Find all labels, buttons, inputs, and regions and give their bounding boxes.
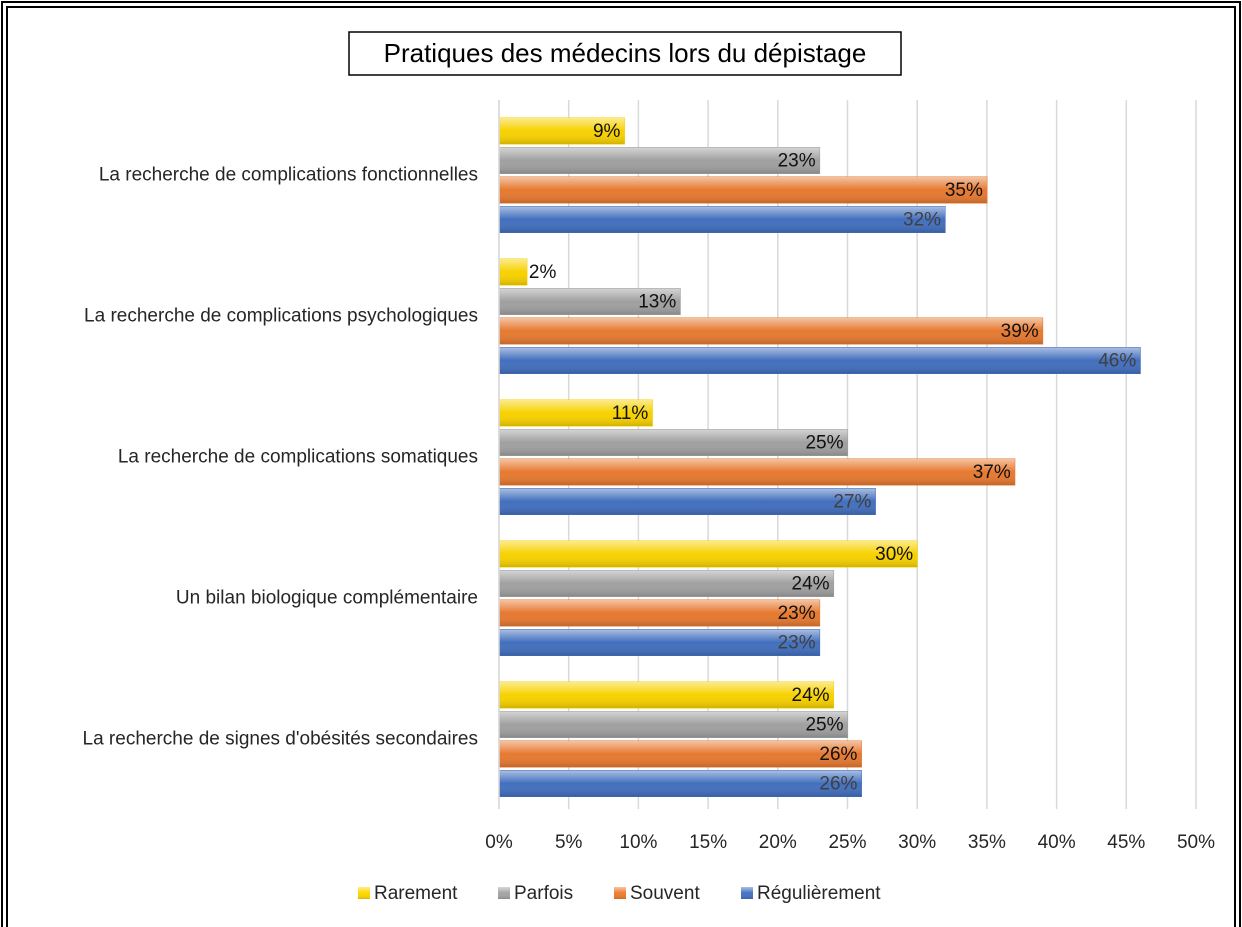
y-tick-label: La recherche de signes d'obésités second… (83, 728, 478, 749)
data-label: 13% (638, 292, 676, 313)
bar-shade (499, 206, 946, 233)
bar-shade (499, 318, 1043, 344)
data-label: 24% (792, 574, 830, 595)
data-label: 30% (875, 544, 913, 565)
data-label: 11% (612, 403, 649, 424)
x-tick-label: 50% (1177, 832, 1215, 853)
bar-shade (499, 177, 987, 203)
data-label: 23% (778, 151, 816, 172)
x-tick-label: 10% (619, 832, 657, 853)
data-label: 46% (1098, 351, 1136, 372)
bar-shade (499, 741, 862, 767)
data-label: 39% (1001, 321, 1039, 342)
legend-swatch-shade (614, 887, 626, 899)
x-tick-label: 40% (1038, 832, 1076, 853)
data-label: 26% (819, 774, 857, 795)
bar-shade (499, 541, 918, 567)
bar-shade (499, 288, 681, 315)
bar-shade (499, 711, 848, 738)
bar-shade (499, 629, 820, 656)
chart-title: Pratiques des médecins lors du dépistage (384, 38, 867, 68)
data-label: 9% (593, 121, 621, 142)
y-tick-label: La recherche de complications fonctionne… (99, 164, 478, 185)
bar-shade (499, 570, 834, 597)
x-tick-label: 20% (759, 832, 797, 853)
y-tick-label: La recherche de complications psychologi… (84, 305, 478, 326)
data-label: 37% (973, 462, 1011, 483)
data-label: 2% (529, 262, 557, 283)
data-label: 26% (819, 744, 857, 765)
bar-shade (499, 429, 848, 456)
data-label: 25% (805, 715, 843, 736)
x-tick-label: 25% (828, 832, 866, 853)
bar-shade (499, 459, 1015, 485)
bar-shade (499, 259, 527, 285)
y-tick-label: Un bilan biologique complémentaire (176, 587, 478, 608)
bar-shade (499, 400, 653, 426)
legend-swatch-shade (741, 887, 753, 899)
legend-label: Régulièrement (757, 883, 881, 904)
bar-shade (499, 347, 1141, 374)
x-tick-label: 0% (485, 832, 513, 853)
bar-shade (499, 488, 876, 515)
x-tick-label: 45% (1107, 832, 1145, 853)
x-tick-label: 30% (898, 832, 936, 853)
data-label: 23% (778, 633, 816, 654)
legend-swatch-shade (358, 887, 370, 899)
data-label: 35% (945, 180, 983, 201)
legend-label: Souvent (630, 883, 700, 904)
legend-swatch-shade (498, 887, 510, 899)
legend-label: Parfois (514, 883, 573, 904)
inner-border (6, 6, 1236, 927)
data-label: 32% (903, 210, 941, 231)
legend-label: Rarement (374, 883, 458, 904)
y-tick-label: La recherche de complications somatiques (118, 446, 478, 467)
bar-shade (499, 118, 625, 144)
title-box (348, 31, 902, 76)
data-label: 24% (792, 685, 830, 706)
bar-shade (499, 600, 820, 626)
data-label: 23% (778, 603, 816, 624)
x-tick-label: 5% (555, 832, 583, 853)
x-tick-label: 35% (968, 832, 1006, 853)
x-tick-label: 15% (689, 832, 727, 853)
bar-shade (499, 147, 820, 174)
data-label: 27% (833, 492, 871, 513)
bar-shade (499, 770, 862, 797)
data-label: 25% (805, 433, 843, 454)
bar-shade (499, 682, 834, 708)
